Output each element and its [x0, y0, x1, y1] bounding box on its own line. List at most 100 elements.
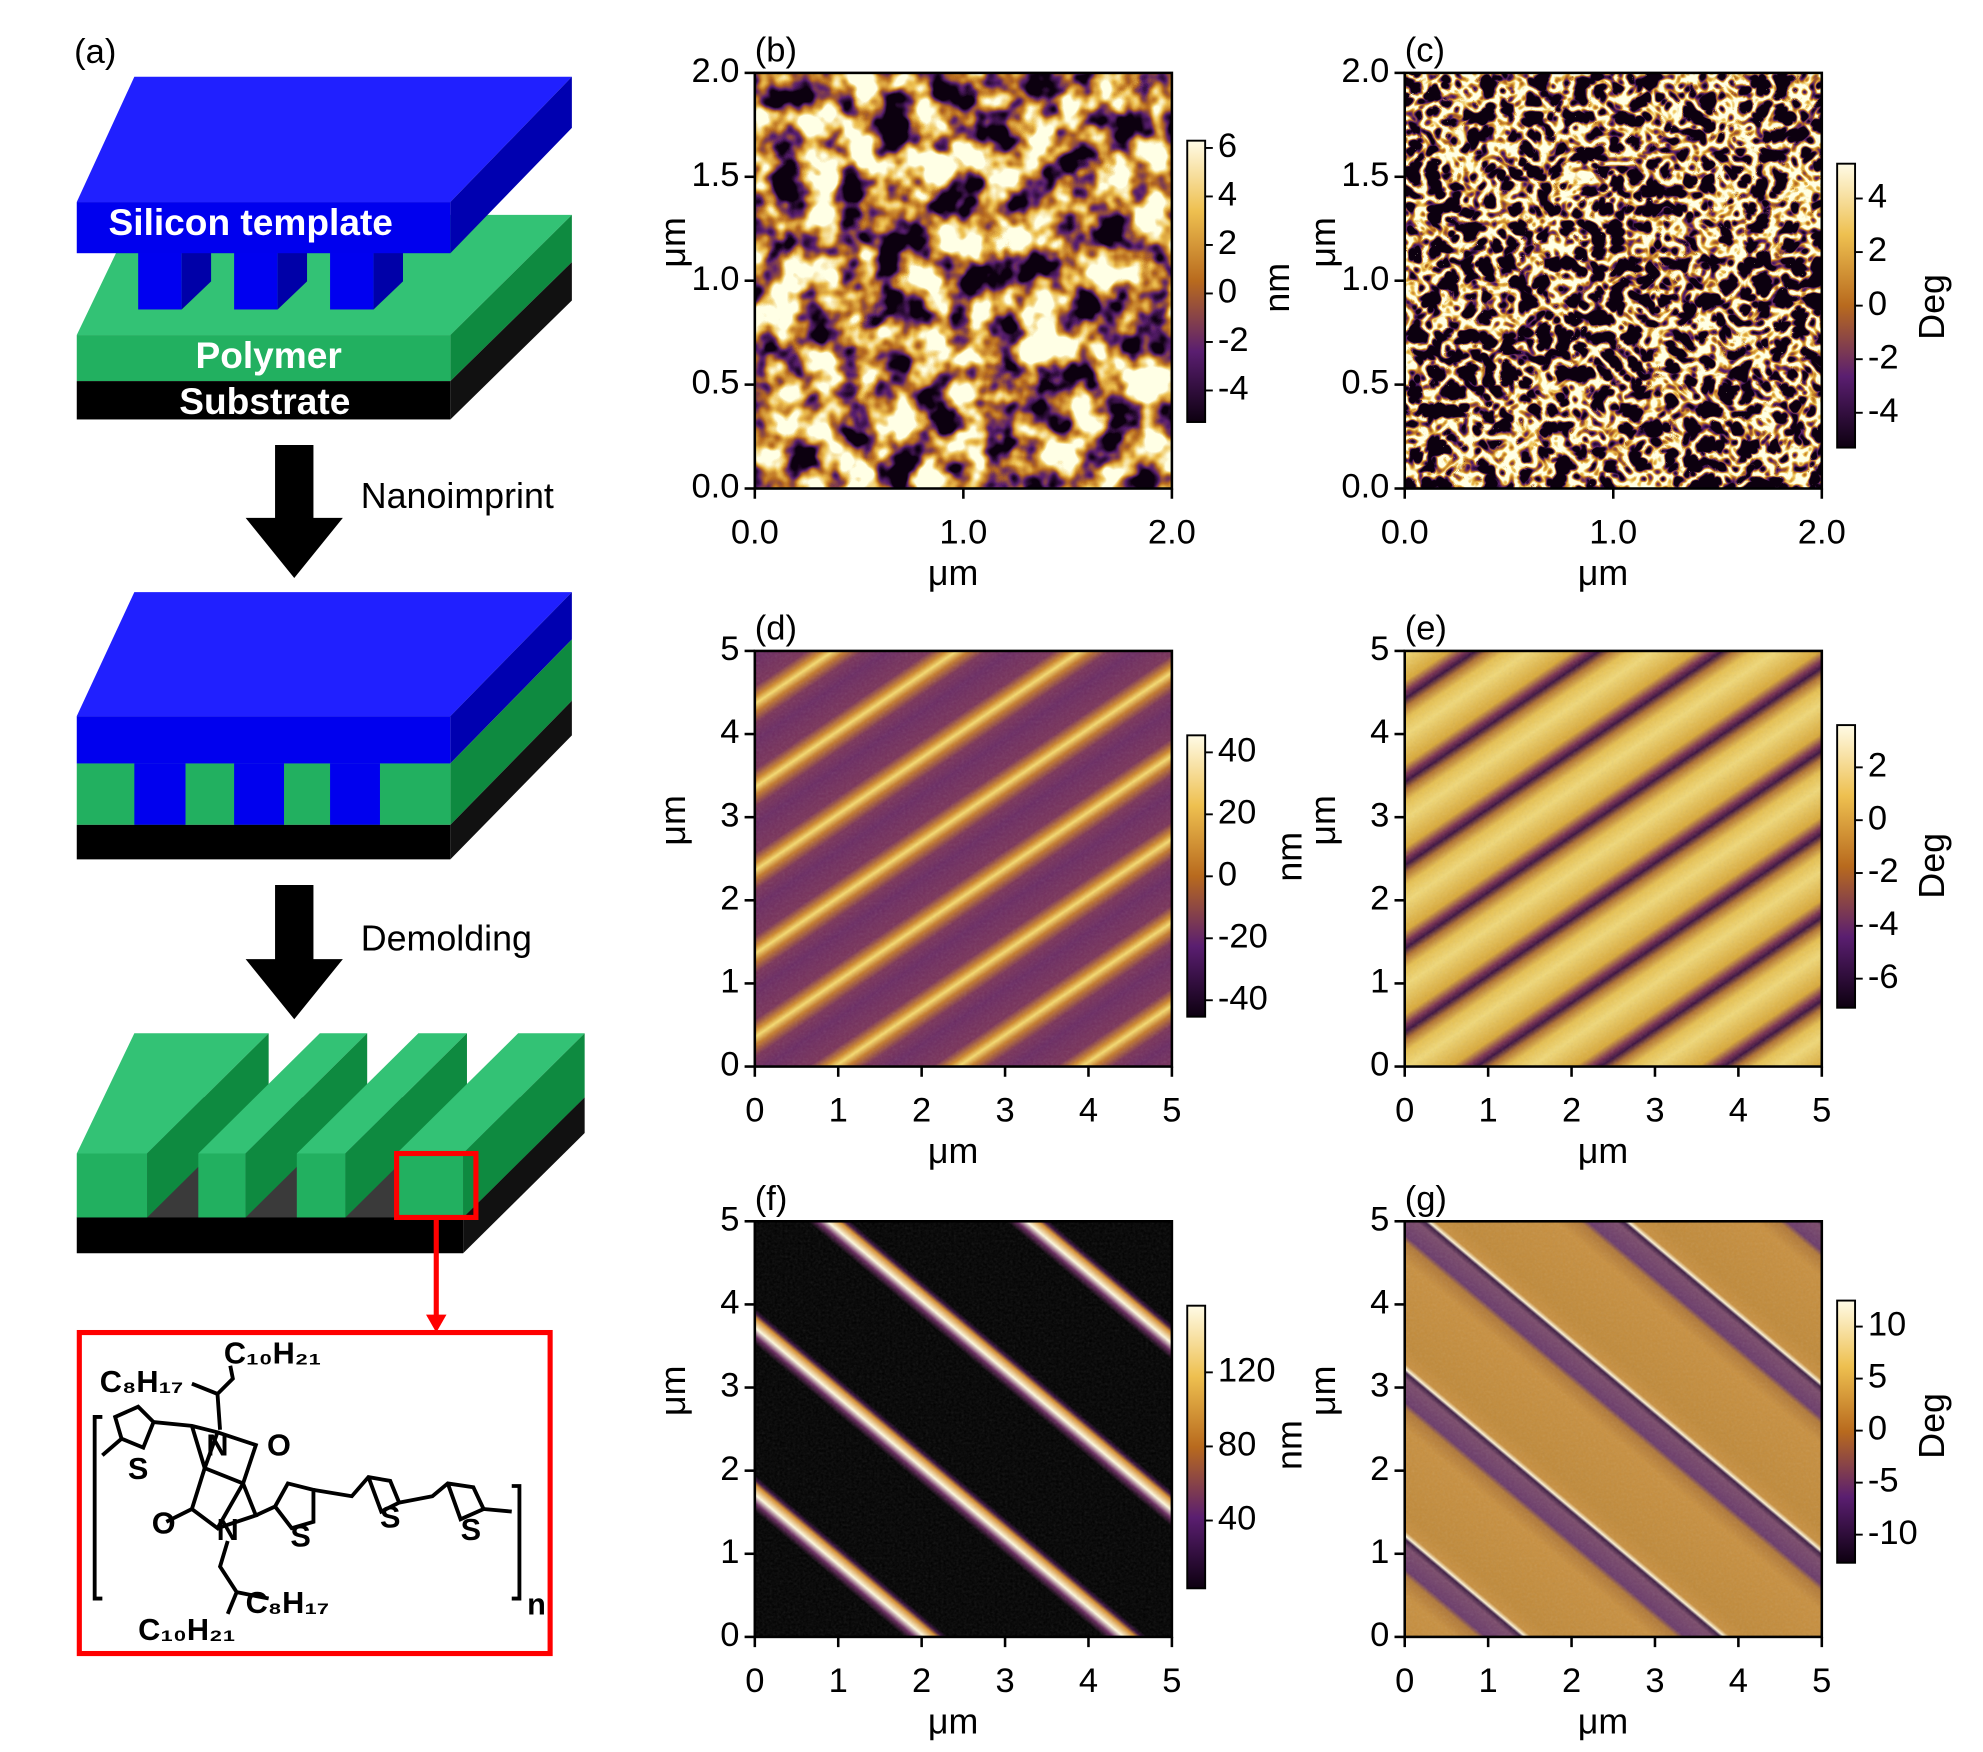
x-tick-label: 0.0 [1381, 514, 1429, 552]
colorbar-tick-label: 0 [1218, 855, 1237, 893]
imprinted-stack-part [450, 592, 572, 764]
y-axis-label: μm [653, 1366, 693, 1416]
x-tick-label: 2 [912, 1662, 931, 1700]
y-axis-label: μm [653, 217, 693, 267]
chemical-bonds-part [92, 1415, 103, 1601]
y-tick-label: 0.5 [691, 364, 739, 402]
y-tick-label: 4 [720, 1284, 739, 1322]
atom: O [267, 1428, 291, 1463]
substrate-layer-part [450, 262, 572, 420]
patterned-film-part [198, 1153, 246, 1218]
y-tick-label: 0 [1370, 1046, 1389, 1084]
afm-panels: (b)0.0 1.0 2.00.00.51.01.52.0μmμm-4-20246n… [653, 32, 1952, 1742]
x-tick-label: 4 [1079, 1092, 1098, 1130]
y-tick-label: 3 [720, 796, 739, 834]
chemical-bonds-part [225, 1591, 239, 1615]
colorbar-tick-label: 40 [1218, 1500, 1256, 1538]
imprinted-stack-part [76, 824, 451, 860]
colorbar-label: Deg [1912, 1393, 1952, 1459]
x-tick-label: 2 [1562, 1662, 1581, 1700]
plot-frame [753, 1220, 1174, 1639]
patterned-film-part [296, 1033, 467, 1154]
patterned-film-part [396, 1153, 464, 1218]
x-tick-label: 2.0 [1148, 514, 1196, 552]
plot-frame [753, 649, 1174, 1068]
y-tick-label: 1 [1370, 1533, 1389, 1571]
afm-texture [754, 1221, 1172, 1637]
colorbar-tick-label: -4 [1868, 392, 1899, 430]
panel-label: (a) [74, 33, 116, 71]
chemical-bonds-part [165, 1507, 193, 1524]
chemical-bonds-part [191, 1381, 219, 1396]
y-tick-label: 4 [1370, 1284, 1389, 1322]
chemical-bonds-part [189, 1467, 245, 1532]
zoom-indicator-part [76, 1329, 553, 1657]
y-tick-label: 1.0 [1341, 260, 1389, 298]
atom: S [380, 1499, 400, 1534]
y-tick-label: 2 [1370, 879, 1389, 917]
colorbar-tick-label: 4 [1218, 176, 1237, 214]
chemical-bonds-part [215, 1365, 235, 1430]
colorbar-tick-label: 10 [1868, 1306, 1906, 1344]
y-tick-label: 1.0 [691, 260, 739, 298]
y-tick-label: 0 [1370, 1616, 1389, 1654]
y-tick-label: 5 [720, 1200, 739, 1238]
y-tick-label: 3 [1370, 796, 1389, 834]
imprinted-stack [76, 592, 572, 860]
x-tick-label: 1 [1479, 1662, 1498, 1700]
x-axis-label: μm [928, 1131, 978, 1171]
panel-label: (e) [1405, 610, 1447, 648]
colorbar-tick-label: -4 [1218, 370, 1249, 408]
patterned-film-part [345, 1033, 467, 1218]
atom: N [206, 1428, 228, 1463]
polymer-layer-part [450, 214, 572, 382]
colorbar [1836, 724, 1857, 1009]
template-pillars-part [138, 249, 182, 310]
colorbar [1186, 734, 1207, 1018]
atom: S [128, 1451, 148, 1486]
colorbar-tick-label: -2 [1868, 852, 1899, 890]
x-tick-label: 3 [1645, 1662, 1664, 1700]
colorbar-tick-label: -2 [1868, 338, 1899, 376]
x-tick-label: 4 [1729, 1092, 1748, 1130]
plot-frame [1403, 1220, 1824, 1639]
y-tick-label: 2.0 [1341, 52, 1389, 90]
colorbar-label: nm [1270, 1420, 1310, 1470]
chemical-bonds-part [203, 1430, 259, 1486]
colorbar-tick-label: 4 [1868, 178, 1887, 216]
patterned-film-part [76, 1153, 148, 1218]
y-tick-label: 5 [1370, 630, 1389, 668]
y-tick-label: 5 [1370, 1200, 1389, 1238]
patterned-film-part [147, 1033, 269, 1218]
x-axis-label: μm [1578, 553, 1628, 593]
colorbar-tick-label: 20 [1218, 793, 1256, 831]
y-tick-label: 0 [720, 1616, 739, 1654]
y-tick-label: 1 [1370, 963, 1389, 1001]
template-pillars-part [330, 249, 374, 310]
template-pillars-part [234, 249, 278, 310]
x-tick-label: 0 [745, 1662, 764, 1700]
chemical-bonds-part [255, 1481, 316, 1531]
imprinted-stack-part [330, 763, 380, 825]
colorbar-tick-label: 0 [1868, 1410, 1887, 1448]
x-tick-label: 1 [829, 1662, 848, 1700]
chemical-bonds-part [398, 1481, 487, 1522]
silicon-template [76, 76, 572, 254]
patterned-film-part [396, 1033, 585, 1154]
colorbar-tick-label: 80 [1218, 1426, 1256, 1464]
colorbar-label: Deg [1912, 833, 1952, 899]
chemical-bonds [92, 1365, 522, 1615]
x-tick-label: 1.0 [1589, 514, 1637, 552]
colorbar-tick-label: 2 [1868, 231, 1887, 269]
panel-label: (b) [755, 32, 797, 70]
colorbar-tick-label: -4 [1868, 905, 1899, 943]
y-tick-label: 1.5 [1341, 156, 1389, 194]
y-tick-label: 0.0 [1341, 468, 1389, 506]
imprinted-stack-part [234, 763, 285, 825]
x-tick-label: 2.0 [1798, 514, 1846, 552]
imprinted-stack-part [450, 639, 572, 825]
afm-texture [1404, 650, 1822, 1067]
colorbar [1186, 1304, 1207, 1590]
arrow [245, 445, 343, 579]
